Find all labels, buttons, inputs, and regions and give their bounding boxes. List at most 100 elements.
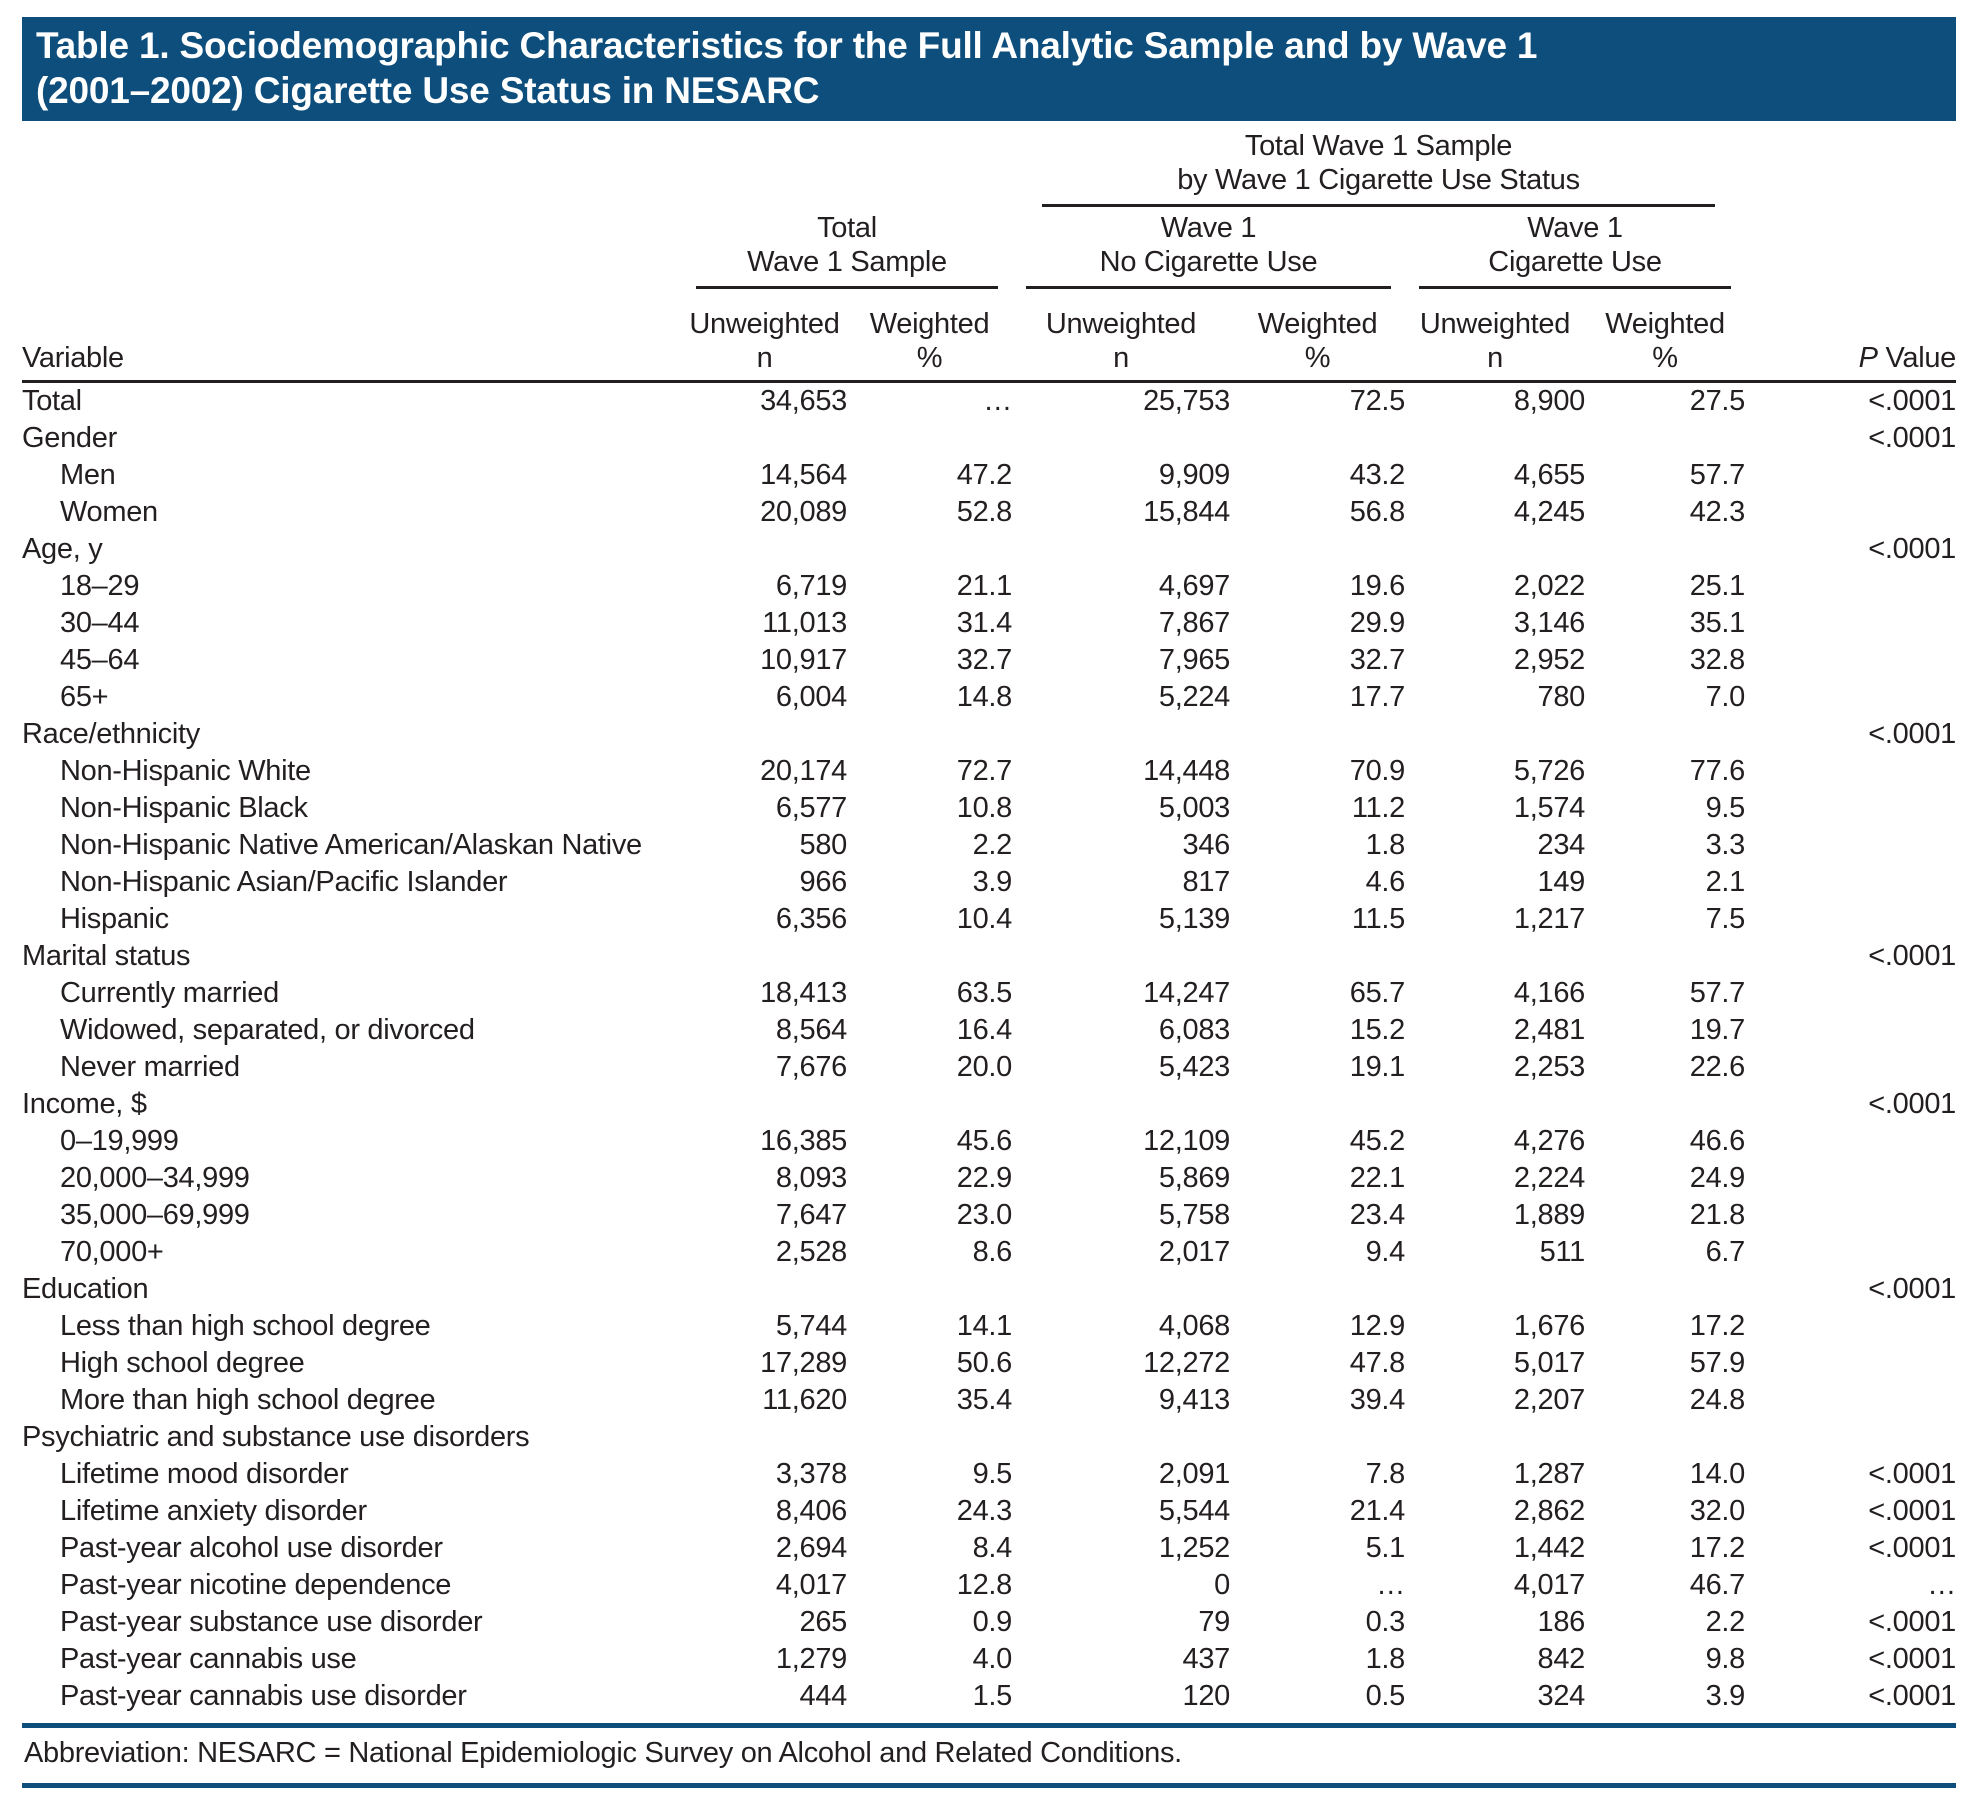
cell-total-weighted-pct: 50.6: [956, 1347, 1013, 1379]
cell-p-value: [1745, 605, 1956, 642]
column-header-unweighted-n: Unweighted n: [1012, 289, 1230, 383]
cell-total-unweighted-n: 6,356: [775, 903, 847, 935]
cell-cig-weighted-pct: 3.9: [1705, 1680, 1746, 1712]
table-row: Past-year cannabis use 1,279 4.0 437 1.8…: [22, 1641, 1956, 1678]
column-header-unweighted-n: Unweighted n: [682, 289, 847, 383]
cell-cig-unweighted-n: 8,900: [1513, 385, 1585, 417]
cell-nocig-unweighted-n: 0: [1214, 1569, 1230, 1601]
cell-p-value: <.0001: [1868, 1680, 1956, 1712]
spanner-line2: by Wave 1 Cigarette Use Status: [1177, 164, 1580, 196]
header-empty: [1745, 129, 1956, 207]
cell-cig-unweighted-n: 2,481: [1513, 1014, 1585, 1046]
cell-p-value: [1745, 1049, 1956, 1086]
cell-nocig-weighted-pct: 5.1: [1365, 1532, 1406, 1564]
cell-variable: Lifetime mood disorder: [60, 1458, 349, 1490]
cell-total-weighted-pct: 1.5: [972, 1680, 1013, 1712]
cell-p-value: [1745, 901, 1956, 938]
table-row: 70,000+ 2,528 8.6 2,017 9.4 511 6.7: [22, 1234, 1956, 1271]
cell-cig-weighted-pct: [1585, 531, 1745, 568]
cell-variable: Income, $: [22, 1088, 147, 1120]
cell-cig-weighted-pct: 24.9: [1689, 1162, 1746, 1194]
cell-cig-weighted-pct: [1585, 716, 1745, 753]
cell-total-weighted-pct: 14.8: [956, 681, 1013, 713]
cell-cig-weighted-pct: 9.8: [1705, 1643, 1746, 1675]
cell-cig-weighted-pct: 3.3: [1705, 829, 1746, 861]
cell-cig-weighted-pct: 24.8: [1689, 1384, 1746, 1416]
cell-cig-weighted-pct: 77.6: [1689, 755, 1746, 787]
header-column-row: Variable Unweighted n Weighted % Unweigh…: [22, 289, 1956, 383]
header-empty: [1745, 207, 1956, 289]
cell-p-value: …: [1927, 1569, 1956, 1601]
cell-cig-unweighted-n: [1405, 1271, 1585, 1308]
cell-total-unweighted-n: 2,694: [775, 1532, 847, 1564]
table-row: High school degree 17,289 50.6 12,272 47…: [22, 1345, 1956, 1382]
cell-cig-unweighted-n: 4,017: [1513, 1569, 1585, 1601]
cell-nocig-weighted-pct: [1230, 1271, 1405, 1308]
cell-p-value: [1745, 864, 1956, 901]
cell-total-weighted-pct: [847, 531, 1012, 568]
cell-nocig-unweighted-n: [1012, 1086, 1230, 1123]
cell-variable: Total: [22, 385, 82, 417]
table-row: Lifetime mood disorder 3,378 9.5 2,091 7…: [22, 1456, 1956, 1493]
cell-nocig-unweighted-n: [1012, 1419, 1230, 1456]
cell-nocig-unweighted-n: 12,272: [1143, 1347, 1230, 1379]
table-row: Education <.0001: [22, 1271, 1956, 1308]
cell-cig-weighted-pct: [1585, 1419, 1745, 1456]
cell-total-weighted-pct: 12.8: [956, 1569, 1013, 1601]
cell-variable: Age, y: [22, 533, 103, 565]
cell-p-value: [1745, 457, 1956, 494]
cell-cig-weighted-pct: 17.2: [1689, 1310, 1746, 1342]
cell-nocig-unweighted-n: 5,224: [1158, 681, 1230, 713]
cell-total-unweighted-n: 8,406: [775, 1495, 847, 1527]
cell-total-unweighted-n: 18,413: [760, 977, 847, 1009]
cell-nocig-weighted-pct: 11.2: [1351, 792, 1405, 824]
cell-cig-weighted-pct: 46.7: [1689, 1569, 1746, 1601]
cell-nocig-weighted-pct: [1230, 716, 1405, 753]
footnote: Abbreviation: NESARC = National Epidemio…: [22, 1723, 1956, 1788]
table-body: Total 34,653 … 25,753 72.5 8,900 27.5 <.…: [22, 382, 1956, 1716]
cell-total-weighted-pct: 72.7: [956, 755, 1013, 787]
cell-total-weighted-pct: 24.3: [956, 1495, 1013, 1527]
cell-p-value: <.0001: [1868, 385, 1956, 417]
table-row: Widowed, separated, or divorced 8,564 16…: [22, 1012, 1956, 1049]
cell-variable: Never married: [60, 1051, 240, 1083]
cell-p-value: <.0001: [1868, 1495, 1956, 1527]
cell-cig-unweighted-n: 149: [1537, 866, 1586, 898]
cell-total-weighted-pct: [847, 420, 1012, 457]
header-empty: [22, 207, 682, 289]
cell-p-value: [1745, 1419, 1956, 1456]
cell-total-weighted-pct: 9.5: [972, 1458, 1013, 1490]
cell-nocig-unweighted-n: 12,109: [1143, 1125, 1230, 1157]
cell-cig-unweighted-n: 2,253: [1513, 1051, 1585, 1083]
cell-nocig-unweighted-n: [1012, 716, 1230, 753]
cell-total-weighted-pct: 0.9: [972, 1606, 1013, 1638]
table-row: Income, $ <.0001: [22, 1086, 1956, 1123]
cell-total-unweighted-n: 1,279: [775, 1643, 847, 1675]
cell-variable: 35,000–69,999: [60, 1199, 250, 1231]
cell-cig-unweighted-n: 2,224: [1513, 1162, 1585, 1194]
table-row: Past-year alcohol use disorder 2,694 8.4…: [22, 1530, 1956, 1567]
cell-cig-unweighted-n: 5,726: [1513, 755, 1585, 787]
cell-cig-weighted-pct: 6.7: [1705, 1236, 1746, 1268]
cell-nocig-weighted-pct: 72.5: [1349, 385, 1406, 417]
cell-nocig-weighted-pct: 1.8: [1365, 1643, 1406, 1675]
cell-total-weighted-pct: 8.6: [972, 1236, 1013, 1268]
cell-cig-weighted-pct: 2.2: [1705, 1606, 1746, 1638]
group-label-line1: Wave 1: [1527, 212, 1623, 244]
table-row: Gender <.0001: [22, 420, 1956, 457]
cell-total-unweighted-n: 14,564: [760, 459, 847, 491]
cell-variable: Education: [22, 1273, 149, 1305]
table-row: Past-year substance use disorder 265 0.9…: [22, 1604, 1956, 1641]
cell-cig-weighted-pct: 57.9: [1689, 1347, 1746, 1379]
cell-total-unweighted-n: 580: [799, 829, 848, 861]
table-row: Non-Hispanic White 20,174 72.7 14,448 70…: [22, 753, 1956, 790]
cell-nocig-unweighted-n: 437: [1182, 1643, 1231, 1675]
cell-cig-weighted-pct: 46.6: [1689, 1125, 1746, 1157]
cell-nocig-unweighted-n: [1012, 938, 1230, 975]
cell-nocig-unweighted-n: 5,758: [1158, 1199, 1230, 1231]
cell-total-unweighted-n: 20,174: [760, 755, 847, 787]
group-cigarette-use: Wave 1 Cigarette Use: [1405, 207, 1745, 289]
table-row: More than high school degree 11,620 35.4…: [22, 1382, 1956, 1419]
table-title: Table 1. Sociodemographic Characteristic…: [22, 17, 1956, 121]
column-header-p-value: P Value: [1745, 289, 1956, 383]
